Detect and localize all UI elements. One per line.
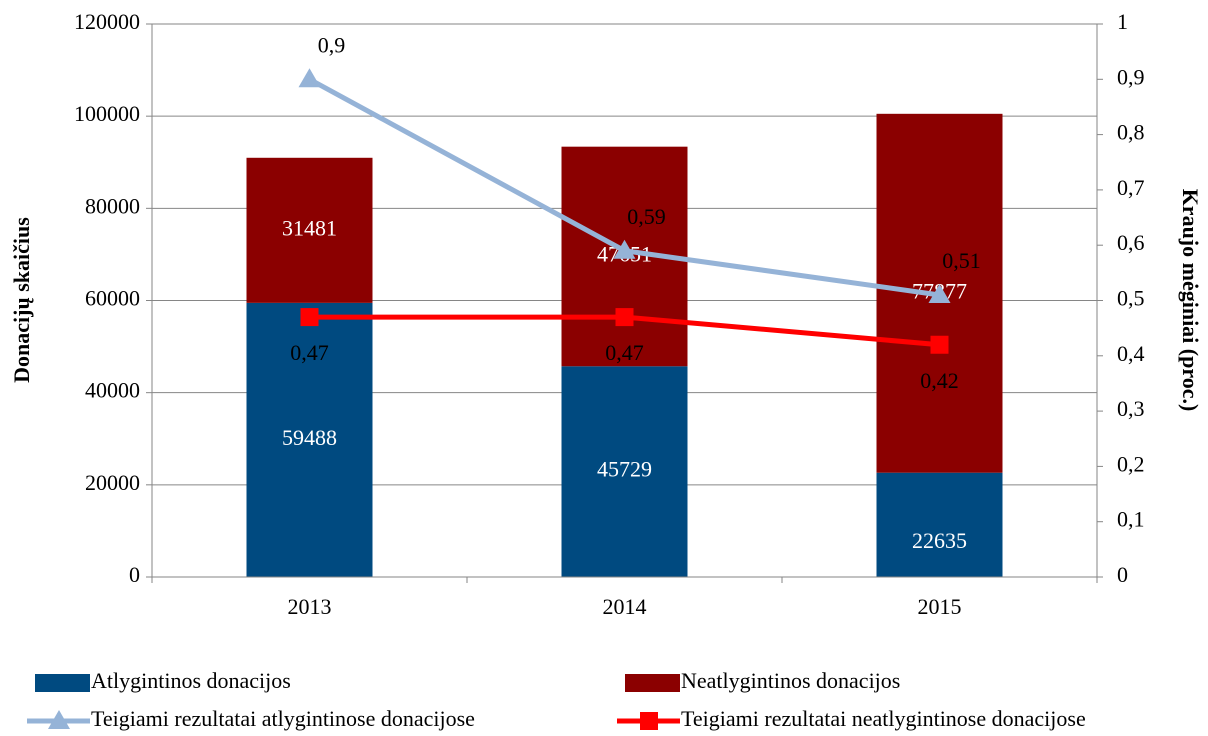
bar <box>561 366 688 577</box>
x-tick-label: 2014 <box>603 594 647 619</box>
y2-tick-label: 0 <box>1117 562 1128 587</box>
line-value-label: 0,42 <box>920 368 959 393</box>
line-marker <box>928 283 951 303</box>
bar-value-label: 59488 <box>282 425 337 450</box>
bar <box>246 157 373 303</box>
x-tick-label: 2015 <box>918 594 962 619</box>
y-tick-label: 60000 <box>85 286 140 311</box>
x-tick-label: 2013 <box>288 594 332 619</box>
y2-tick-label: 0,6 <box>1117 230 1145 255</box>
legend-swatch <box>625 674 680 692</box>
legend-label: Teigiami rezultatai neatlygintinose dona… <box>681 706 1086 731</box>
legend-label: Atlygintinos donacijos <box>91 668 291 693</box>
legend-swatch <box>35 674 90 692</box>
y-tick-label: 40000 <box>85 378 140 403</box>
y2-tick-label: 0,5 <box>1117 286 1145 311</box>
y2-tick-label: 0,4 <box>1117 341 1145 366</box>
y-tick-label: 120000 <box>74 9 140 34</box>
line-marker <box>48 710 70 729</box>
line-marker <box>640 712 658 730</box>
y-tick-label: 0 <box>129 562 140 587</box>
line-marker <box>930 335 949 354</box>
y2-tick-label: 0,8 <box>1117 120 1145 145</box>
y-tick-label: 100000 <box>74 101 140 126</box>
y2-tick-label: 0,9 <box>1117 64 1145 89</box>
y-tick-label: 20000 <box>85 470 140 495</box>
y2-tick-label: 0,7 <box>1117 175 1145 200</box>
line-value-label: 0,47 <box>290 340 329 365</box>
legend-label: Neatlygintinos donacijos <box>681 668 900 693</box>
bar-value-label: 31481 <box>282 215 337 240</box>
y-axis-title: Donacijų skaičius <box>9 217 34 383</box>
y2-tick-label: 0,3 <box>1117 396 1145 421</box>
y2-tick-label: 0,1 <box>1117 507 1145 532</box>
bar-value-label: 45729 <box>597 457 652 482</box>
line-marker <box>300 308 319 327</box>
line-value-label: 0,47 <box>605 340 644 365</box>
line-value-label: 0,9 <box>318 32 346 57</box>
y-tick-label: 80000 <box>85 193 140 218</box>
line-marker <box>613 239 636 259</box>
line-value-label: 0,59 <box>627 204 666 229</box>
bar <box>246 302 373 577</box>
y2-axis-title: Kraujo mėginiai (proc.) <box>1178 189 1203 412</box>
line-value-label: 0,51 <box>942 248 981 273</box>
y2-tick-label: 0,2 <box>1117 451 1145 476</box>
y2-tick-label: 1 <box>1117 9 1128 34</box>
bar <box>876 472 1003 577</box>
line-marker <box>298 68 321 88</box>
line-marker <box>615 308 634 327</box>
bar-value-label: 22635 <box>912 528 967 553</box>
legend-label: Teigiami rezultatai atlygintinose donaci… <box>91 706 475 731</box>
